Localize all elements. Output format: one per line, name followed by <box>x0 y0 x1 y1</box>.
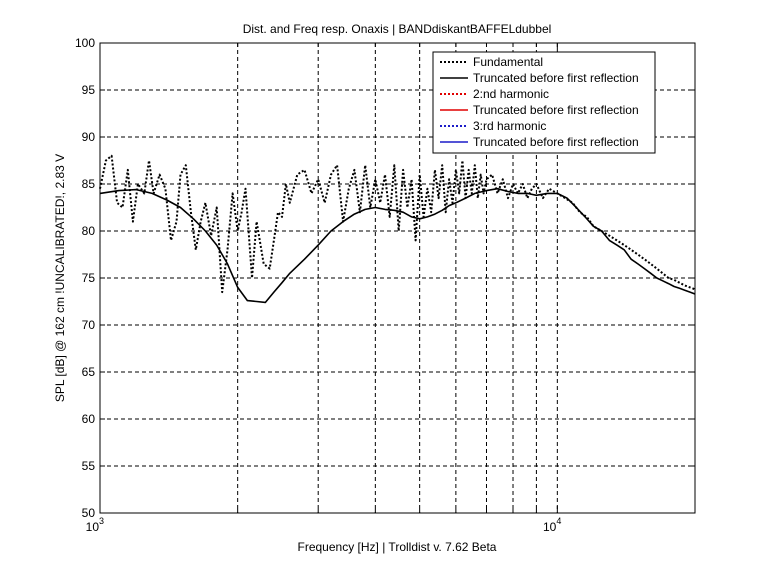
legend-entry-6: Truncated before first reflection <box>473 135 639 149</box>
legend-entry-4: Truncated before first reflection <box>473 103 639 117</box>
y-tick-label: 90 <box>82 130 96 144</box>
y-tick-label: 60 <box>82 412 96 426</box>
chart-title: Dist. and Freq resp. Onaxis | BANDdiskan… <box>243 22 552 36</box>
y-axis-label: SPL [dB] @ 162 cm !UNCALIBRATED!, 2.83 V <box>53 154 67 402</box>
y-tick-label: 75 <box>82 271 96 285</box>
y-tick-label: 70 <box>82 318 96 332</box>
x-tick-label: 10 3 <box>86 516 104 534</box>
legend-entry-2: Truncated before first reflection <box>473 71 639 85</box>
x-tick-base: 10 <box>543 520 557 534</box>
x-axis-label: Frequency [Hz] | Trolldist v. 7.62 Beta <box>298 540 497 554</box>
series-line-2 <box>99 187 696 304</box>
legend-entry-3: 2:nd harmonic <box>473 87 549 101</box>
y-tick-label: 85 <box>82 177 96 191</box>
y-tick-label: 65 <box>82 365 96 379</box>
x-tick-label: 10 4 <box>543 516 561 534</box>
y-tick-label: 95 <box>82 83 96 97</box>
x-tick-exponent: 4 <box>556 516 561 526</box>
y-tick-label: 55 <box>82 459 96 473</box>
y-tick-label: 50 <box>82 506 96 520</box>
x-tick-exponent: 3 <box>99 516 104 526</box>
legend-entry-5: 3:rd harmonic <box>473 119 546 133</box>
y-tick-label: 100 <box>75 36 95 50</box>
series-layer <box>99 154 696 304</box>
legend-box <box>432 51 656 154</box>
legend: Fundamental Truncated before first reflec… <box>432 51 656 154</box>
y-tick-label: 80 <box>82 224 96 238</box>
legend-entry-1: Fundamental <box>473 55 543 69</box>
x-tick-base: 10 <box>86 520 100 534</box>
